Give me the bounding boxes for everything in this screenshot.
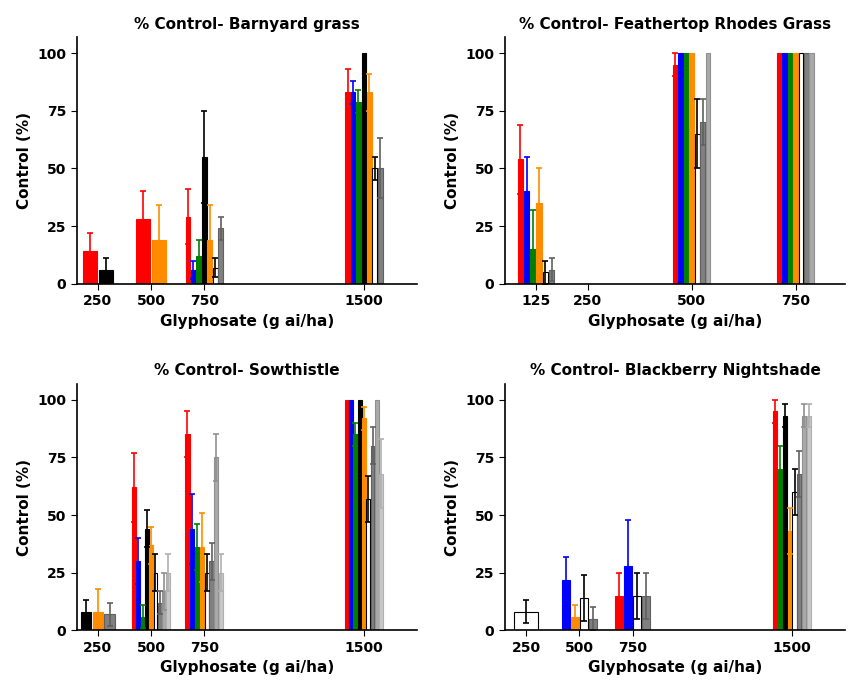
Bar — [136, 561, 140, 630]
Bar — [218, 228, 223, 284]
Bar — [201, 157, 207, 284]
Bar — [166, 573, 170, 630]
Bar — [801, 416, 805, 630]
Bar — [672, 64, 677, 284]
Bar — [796, 473, 801, 630]
Y-axis label: Control (%): Control (%) — [444, 459, 460, 556]
Bar — [632, 596, 641, 630]
Bar — [370, 446, 374, 630]
X-axis label: Glyphosate (g ai/ha): Glyphosate (g ai/ha) — [587, 313, 761, 329]
Bar — [379, 473, 382, 630]
Bar — [93, 612, 103, 630]
X-axis label: Glyphosate (g ai/ha): Glyphosate (g ai/ha) — [159, 313, 333, 329]
Bar — [614, 596, 623, 630]
Bar — [214, 457, 218, 630]
Bar — [208, 240, 212, 284]
Bar — [361, 53, 366, 284]
Bar — [132, 487, 136, 630]
Bar — [195, 547, 199, 630]
Bar — [158, 603, 161, 630]
Bar — [791, 492, 796, 630]
Bar — [787, 531, 791, 630]
Bar — [135, 219, 150, 284]
Bar — [588, 619, 597, 630]
Bar — [350, 92, 355, 284]
Bar — [140, 617, 145, 630]
Bar — [152, 240, 166, 284]
Y-axis label: Control (%): Control (%) — [16, 112, 32, 209]
Bar — [149, 545, 153, 630]
Bar — [162, 591, 165, 630]
Bar — [561, 580, 569, 630]
Title: % Control- Feathertop Rhodes Grass: % Control- Feathertop Rhodes Grass — [518, 17, 830, 32]
Bar — [375, 400, 378, 630]
Bar — [196, 256, 201, 284]
Bar — [542, 272, 548, 284]
Bar — [699, 122, 704, 284]
X-axis label: Glyphosate (g ai/ha): Glyphosate (g ai/ha) — [587, 660, 761, 675]
Y-axis label: Control (%): Control (%) — [444, 112, 460, 209]
Title: % Control- Blackberry Nightshade: % Control- Blackberry Nightshade — [529, 363, 820, 379]
Bar — [145, 529, 149, 630]
Bar — [366, 499, 369, 630]
Bar — [523, 192, 529, 284]
Bar — [530, 249, 535, 284]
Bar — [705, 53, 709, 284]
Bar — [213, 268, 217, 284]
Bar — [782, 416, 786, 630]
Bar — [536, 203, 542, 284]
Bar — [99, 270, 113, 284]
Bar — [641, 596, 649, 630]
Bar — [377, 168, 382, 284]
Bar — [689, 53, 693, 284]
Title: % Control- Barnyard grass: % Control- Barnyard grass — [133, 17, 359, 32]
Bar — [792, 53, 797, 284]
Bar — [191, 270, 195, 284]
Bar — [683, 53, 688, 284]
Bar — [344, 92, 350, 284]
Y-axis label: Control (%): Control (%) — [16, 459, 32, 556]
Bar — [517, 159, 523, 284]
Bar — [772, 411, 777, 630]
Bar — [349, 400, 352, 630]
Bar — [185, 217, 190, 284]
Bar — [797, 53, 802, 284]
Bar — [190, 529, 195, 630]
Bar — [579, 598, 587, 630]
Bar — [548, 270, 554, 284]
X-axis label: Glyphosate (g ai/ha): Glyphosate (g ai/ha) — [159, 660, 333, 675]
Bar — [372, 168, 377, 284]
Bar — [513, 612, 537, 630]
Bar — [787, 53, 791, 284]
Bar — [185, 435, 189, 630]
Bar — [781, 53, 786, 284]
Bar — [570, 617, 578, 630]
Bar — [209, 561, 214, 630]
Bar — [104, 614, 115, 630]
Bar — [200, 547, 204, 630]
Bar — [678, 53, 683, 284]
Bar — [153, 573, 157, 630]
Bar — [83, 251, 96, 284]
Bar — [204, 573, 208, 630]
Bar — [806, 416, 810, 630]
Bar — [808, 53, 814, 284]
Title: % Control- Sowthistle: % Control- Sowthistle — [154, 363, 339, 379]
Bar — [694, 134, 699, 284]
Bar — [353, 435, 356, 630]
Bar — [367, 92, 371, 284]
Bar — [357, 400, 361, 630]
Bar — [776, 53, 781, 284]
Bar — [344, 400, 348, 630]
Bar — [356, 102, 361, 284]
Bar — [623, 566, 631, 630]
Bar — [803, 53, 808, 284]
Bar — [81, 612, 91, 630]
Bar — [219, 573, 223, 630]
Bar — [777, 469, 781, 630]
Bar — [362, 418, 365, 630]
